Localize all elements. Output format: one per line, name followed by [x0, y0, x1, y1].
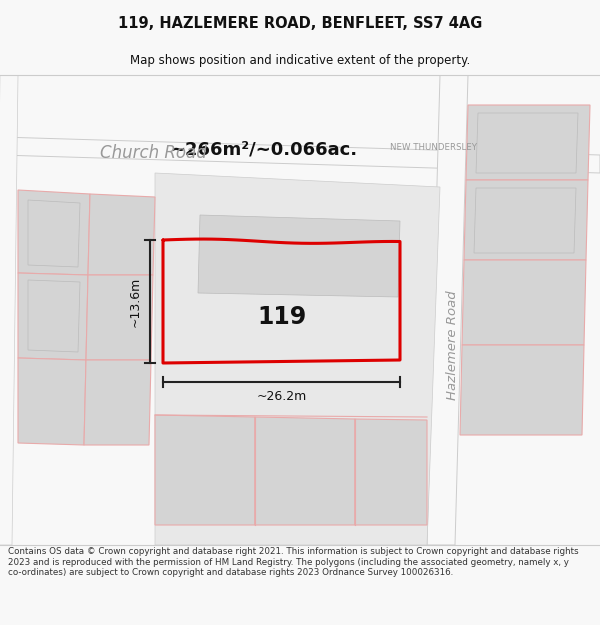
Polygon shape: [464, 180, 588, 260]
Text: ~266m²/~0.066ac.: ~266m²/~0.066ac.: [170, 141, 357, 159]
Polygon shape: [28, 200, 80, 267]
Polygon shape: [474, 188, 576, 253]
Polygon shape: [466, 105, 590, 180]
Polygon shape: [86, 275, 153, 360]
Text: Church Road: Church Road: [100, 144, 207, 162]
Polygon shape: [255, 417, 355, 525]
Text: 119: 119: [257, 305, 307, 329]
Polygon shape: [355, 419, 427, 525]
Polygon shape: [28, 280, 80, 352]
Text: ~26.2m: ~26.2m: [256, 390, 307, 403]
Polygon shape: [427, 75, 468, 545]
Text: Hazlemere Road: Hazlemere Road: [445, 290, 458, 400]
Text: ~13.6m: ~13.6m: [129, 276, 142, 327]
Polygon shape: [88, 194, 155, 275]
Polygon shape: [18, 358, 86, 445]
Polygon shape: [18, 273, 88, 360]
Polygon shape: [460, 345, 584, 435]
Polygon shape: [198, 215, 400, 297]
Text: Map shows position and indicative extent of the property.: Map shows position and indicative extent…: [130, 54, 470, 67]
Polygon shape: [18, 190, 90, 275]
Polygon shape: [462, 260, 586, 345]
Polygon shape: [476, 113, 578, 173]
Polygon shape: [84, 360, 151, 445]
Polygon shape: [0, 75, 18, 545]
Polygon shape: [155, 415, 255, 525]
Polygon shape: [155, 173, 440, 545]
Text: NEW THUNDERSLEY: NEW THUNDERSLEY: [390, 144, 477, 152]
Text: 119, HAZLEMERE ROAD, BENFLEET, SS7 4AG: 119, HAZLEMERE ROAD, BENFLEET, SS7 4AG: [118, 16, 482, 31]
Text: Contains OS data © Crown copyright and database right 2021. This information is : Contains OS data © Crown copyright and d…: [8, 548, 578, 578]
Polygon shape: [0, 137, 600, 173]
